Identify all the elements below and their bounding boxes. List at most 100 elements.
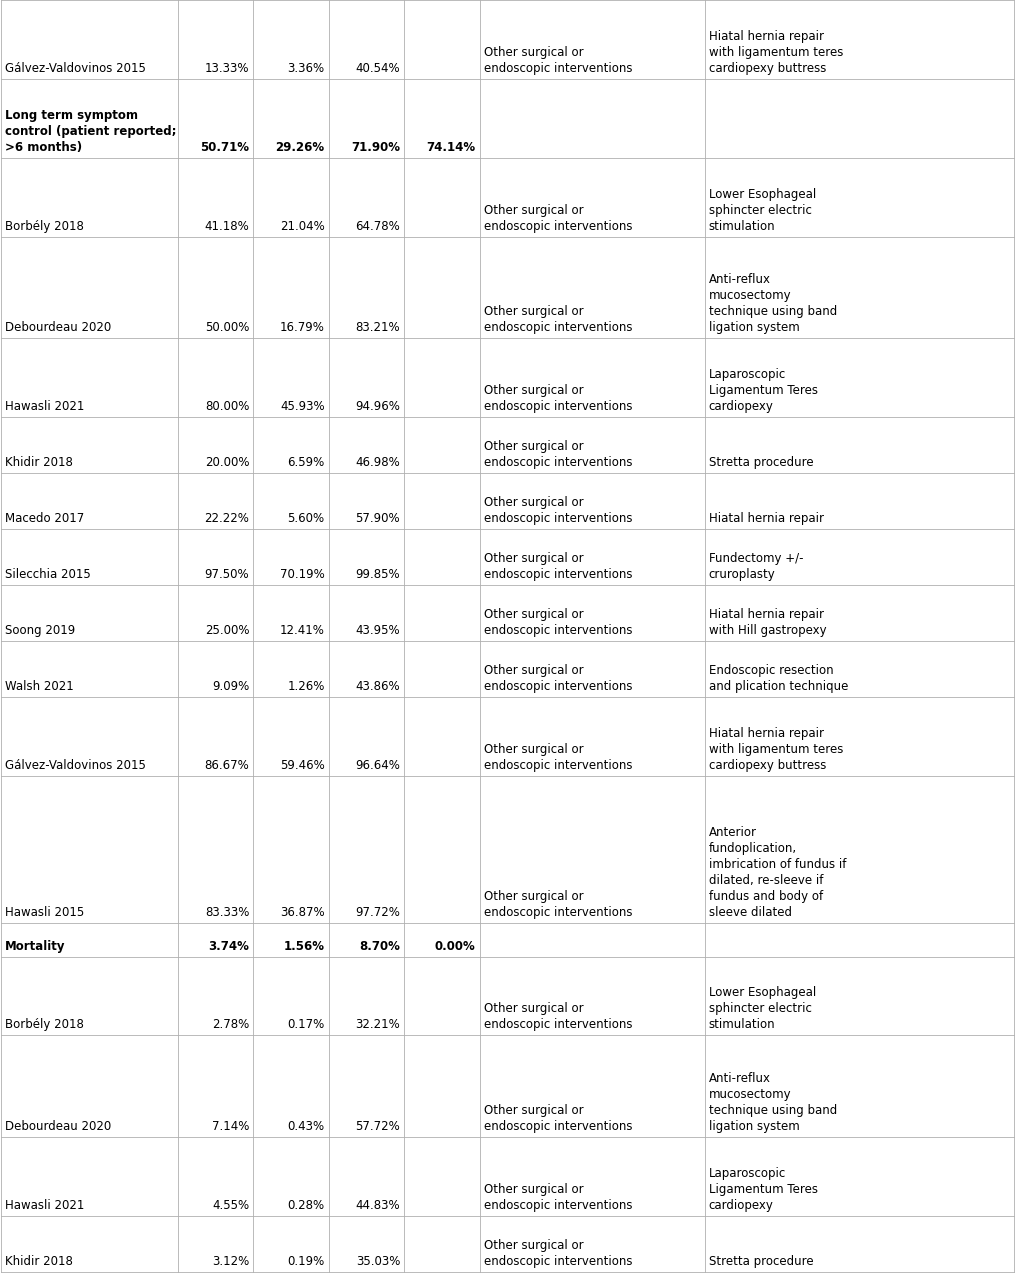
Text: 97.72%: 97.72%: [355, 907, 400, 920]
Text: Other surgical or
endoscopic interventions: Other surgical or endoscopic interventio…: [483, 743, 632, 772]
Text: Laparoscopic
Ligamentum Teres
cardiopexy: Laparoscopic Ligamentum Teres cardiopexy: [708, 1167, 817, 1212]
Text: 16.79%: 16.79%: [280, 321, 325, 334]
Text: 32.21%: 32.21%: [355, 1018, 400, 1032]
Text: 20.00%: 20.00%: [205, 456, 250, 469]
Text: Other surgical or
endoscopic interventions: Other surgical or endoscopic interventio…: [483, 46, 632, 75]
Text: Laparoscopic
Ligamentum Teres
cardiopexy: Laparoscopic Ligamentum Teres cardiopexy: [708, 368, 817, 413]
Text: 3.12%: 3.12%: [212, 1255, 250, 1268]
Text: 4.55%: 4.55%: [212, 1199, 250, 1212]
Text: Other surgical or
endoscopic interventions: Other surgical or endoscopic interventio…: [483, 1003, 632, 1032]
Text: 44.83%: 44.83%: [355, 1199, 400, 1212]
Text: 7.14%: 7.14%: [212, 1120, 250, 1133]
Text: 0.43%: 0.43%: [287, 1120, 325, 1133]
Text: 8.70%: 8.70%: [359, 939, 400, 953]
Text: Other surgical or
endoscopic interventions: Other surgical or endoscopic interventio…: [483, 306, 632, 334]
Text: Other surgical or
endoscopic interventions: Other surgical or endoscopic interventio…: [483, 552, 632, 581]
Text: Other surgical or
endoscopic interventions: Other surgical or endoscopic interventio…: [483, 664, 632, 693]
Text: 3.74%: 3.74%: [208, 939, 250, 953]
Text: Other surgical or
endoscopic interventions: Other surgical or endoscopic interventio…: [483, 1184, 632, 1212]
Text: 64.78%: 64.78%: [355, 219, 400, 233]
Text: 13.33%: 13.33%: [205, 62, 250, 75]
Text: Lower Esophageal
sphincter electric
stimulation: Lower Esophageal sphincter electric stim…: [708, 187, 816, 233]
Text: Khidir 2018: Khidir 2018: [5, 1255, 73, 1268]
Text: Borbély 2018: Borbély 2018: [5, 1018, 84, 1032]
Text: Lower Esophageal
sphincter electric
stimulation: Lower Esophageal sphincter electric stim…: [708, 986, 816, 1032]
Text: 21.04%: 21.04%: [280, 219, 325, 233]
Text: Gálvez-Valdovinos 2015: Gálvez-Valdovinos 2015: [5, 759, 146, 772]
Text: Anti-reflux
mucosectomy
technique using band
ligation system: Anti-reflux mucosectomy technique using …: [708, 1073, 836, 1133]
Text: 83.33%: 83.33%: [205, 907, 250, 920]
Text: 43.95%: 43.95%: [355, 624, 400, 637]
Text: 0.19%: 0.19%: [287, 1255, 325, 1268]
Text: Mortality: Mortality: [5, 939, 66, 953]
Text: 46.98%: 46.98%: [355, 456, 400, 469]
Text: Other surgical or
endoscopic interventions: Other surgical or endoscopic interventio…: [483, 1105, 632, 1133]
Text: 12.41%: 12.41%: [280, 624, 325, 637]
Text: Macedo 2017: Macedo 2017: [5, 512, 84, 525]
Text: Gálvez-Valdovinos 2015: Gálvez-Valdovinos 2015: [5, 62, 146, 75]
Text: 5.60%: 5.60%: [287, 512, 325, 525]
Text: 43.86%: 43.86%: [355, 680, 400, 693]
Text: 41.18%: 41.18%: [204, 219, 250, 233]
Text: Other surgical or
endoscopic interventions: Other surgical or endoscopic interventio…: [483, 608, 632, 637]
Text: 2.78%: 2.78%: [212, 1018, 250, 1032]
Text: 50.71%: 50.71%: [200, 140, 250, 154]
Text: 50.00%: 50.00%: [205, 321, 250, 334]
Text: 83.21%: 83.21%: [355, 321, 400, 334]
Text: 6.59%: 6.59%: [287, 456, 325, 469]
Text: Hiatal hernia repair
with ligamentum teres
cardiopexy buttress: Hiatal hernia repair with ligamentum ter…: [708, 727, 842, 772]
Text: 80.00%: 80.00%: [205, 400, 250, 413]
Text: 0.17%: 0.17%: [287, 1018, 325, 1032]
Text: 0.00%: 0.00%: [434, 939, 476, 953]
Text: Other surgical or
endoscopic interventions: Other surgical or endoscopic interventio…: [483, 496, 632, 525]
Text: 57.90%: 57.90%: [355, 512, 400, 525]
Text: 25.00%: 25.00%: [205, 624, 250, 637]
Text: 86.67%: 86.67%: [204, 759, 250, 772]
Text: Hawasli 2021: Hawasli 2021: [5, 400, 84, 413]
Text: 74.14%: 74.14%: [426, 140, 476, 154]
Text: 1.26%: 1.26%: [287, 680, 325, 693]
Text: Khidir 2018: Khidir 2018: [5, 456, 73, 469]
Text: Hiatal hernia repair
with Hill gastropexy: Hiatal hernia repair with Hill gastropex…: [708, 608, 826, 637]
Text: 29.26%: 29.26%: [276, 140, 325, 154]
Text: 36.87%: 36.87%: [280, 907, 325, 920]
Text: Other surgical or
endoscopic interventions: Other surgical or endoscopic interventio…: [483, 891, 632, 920]
Text: Anterior
fundoplication,
imbrication of fundus if
dilated, re-sleeve if
fundus a: Anterior fundoplication, imbrication of …: [708, 827, 845, 920]
Text: Walsh 2021: Walsh 2021: [5, 680, 74, 693]
Text: Fundectomy +/-
cruroplasty: Fundectomy +/- cruroplasty: [708, 552, 803, 581]
Text: 94.96%: 94.96%: [355, 400, 400, 413]
Text: Other surgical or
endoscopic interventions: Other surgical or endoscopic interventio…: [483, 385, 632, 413]
Text: 96.64%: 96.64%: [355, 759, 400, 772]
Text: Borbély 2018: Borbély 2018: [5, 219, 84, 233]
Text: 45.93%: 45.93%: [280, 400, 325, 413]
Text: 59.46%: 59.46%: [280, 759, 325, 772]
Text: Other surgical or
endoscopic interventions: Other surgical or endoscopic interventio…: [483, 1240, 632, 1268]
Text: 70.19%: 70.19%: [280, 568, 325, 581]
Text: 9.09%: 9.09%: [212, 680, 250, 693]
Text: 57.72%: 57.72%: [355, 1120, 400, 1133]
Text: 97.50%: 97.50%: [205, 568, 250, 581]
Text: Stretta procedure: Stretta procedure: [708, 456, 813, 469]
Text: 71.90%: 71.90%: [351, 140, 400, 154]
Text: Debourdeau 2020: Debourdeau 2020: [5, 321, 112, 334]
Text: Other surgical or
endoscopic interventions: Other surgical or endoscopic interventio…: [483, 204, 632, 233]
Text: 35.03%: 35.03%: [356, 1255, 400, 1268]
Text: Anti-reflux
mucosectomy
technique using band
ligation system: Anti-reflux mucosectomy technique using …: [708, 274, 836, 334]
Text: Soong 2019: Soong 2019: [5, 624, 75, 637]
Text: 99.85%: 99.85%: [355, 568, 400, 581]
Text: Other surgical or
endoscopic interventions: Other surgical or endoscopic interventio…: [483, 441, 632, 469]
Text: Hawasli 2015: Hawasli 2015: [5, 907, 84, 920]
Text: Long term symptom
control (patient reported;
>6 months): Long term symptom control (patient repor…: [5, 108, 177, 154]
Text: 0.28%: 0.28%: [287, 1199, 325, 1212]
Text: Endoscopic resection
and plication technique: Endoscopic resection and plication techn…: [708, 664, 848, 693]
Text: 1.56%: 1.56%: [284, 939, 325, 953]
Text: Debourdeau 2020: Debourdeau 2020: [5, 1120, 112, 1133]
Text: Stretta procedure: Stretta procedure: [708, 1255, 813, 1268]
Text: 22.22%: 22.22%: [204, 512, 250, 525]
Text: Hiatal hernia repair: Hiatal hernia repair: [708, 512, 823, 525]
Text: 40.54%: 40.54%: [355, 62, 400, 75]
Text: 3.36%: 3.36%: [287, 62, 325, 75]
Text: Silecchia 2015: Silecchia 2015: [5, 568, 90, 581]
Text: Hawasli 2021: Hawasli 2021: [5, 1199, 84, 1212]
Text: Hiatal hernia repair
with ligamentum teres
cardiopexy buttress: Hiatal hernia repair with ligamentum ter…: [708, 29, 842, 75]
